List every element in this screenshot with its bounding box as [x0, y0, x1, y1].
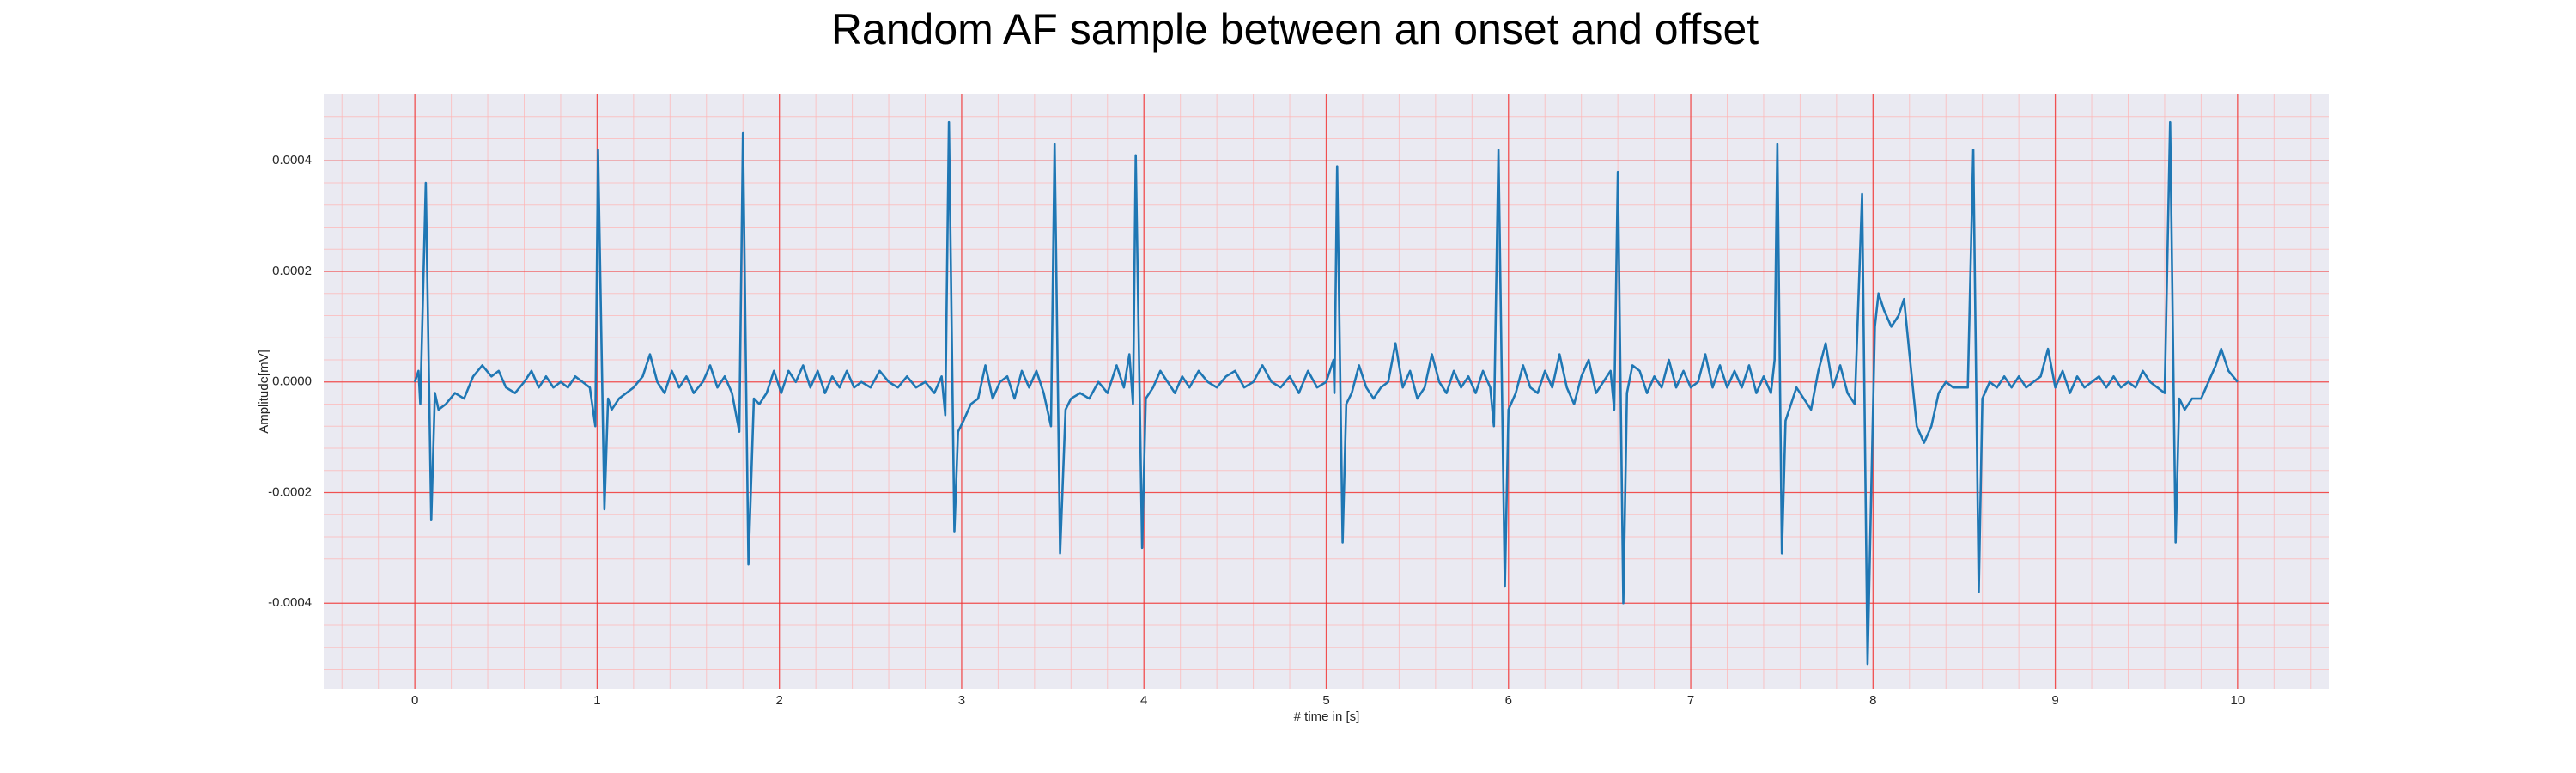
x-tick-label: 0	[411, 693, 418, 708]
y-tick-label: -0.0002	[268, 484, 312, 499]
x-tick-label: 1	[593, 693, 600, 708]
y-tick-label: 0.0002	[272, 264, 312, 278]
x-tick-label: 5	[1322, 693, 1329, 708]
x-axis-label: # time in [s]	[1294, 709, 1360, 724]
x-tick-label: 3	[958, 693, 965, 708]
y-tick-label: 0.0000	[272, 374, 312, 389]
x-tick-label: 2	[776, 693, 783, 708]
y-tick-label: -0.0004	[268, 595, 312, 610]
x-tick-label: 10	[2231, 693, 2245, 708]
y-axis-label: Amplitude[mV]	[257, 350, 271, 434]
x-tick-label: 4	[1140, 693, 1147, 708]
x-tick-label: 8	[1869, 693, 1876, 708]
chart-title: Random AF sample between an onset and of…	[831, 5, 1759, 53]
y-tick-label: 0.0004	[272, 153, 312, 167]
x-tick-label: 6	[1505, 693, 1512, 708]
x-tick-label: 9	[2051, 693, 2058, 708]
x-tick-label: 7	[1687, 693, 1694, 708]
signal-line	[413, 120, 2239, 666]
